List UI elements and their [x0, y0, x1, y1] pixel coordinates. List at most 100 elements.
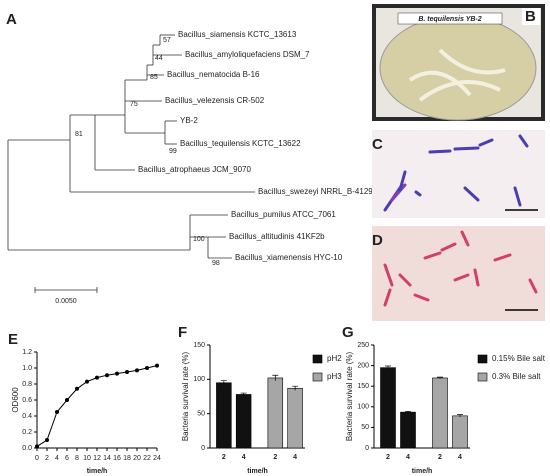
legend-label: 0.15% Bile salt — [492, 354, 546, 363]
micrograph — [372, 130, 545, 218]
leaf-label: YB-2 — [180, 116, 198, 125]
bootstrap: 75 — [130, 101, 138, 108]
point — [75, 386, 79, 391]
y-tick-label: 100 — [357, 404, 369, 411]
leaf-label: Bacillus_xiamenensis HYC-10 — [235, 253, 343, 262]
y-tick-label: 1.2 — [22, 349, 32, 356]
error-bar — [220, 380, 227, 385]
y-tick-label: 250 — [357, 342, 369, 349]
x-tick-label: 10 — [83, 455, 91, 462]
bootstrap: 44 — [155, 55, 163, 62]
y-tick-label: 0 — [201, 445, 205, 452]
panel-letter: A — [6, 11, 17, 28]
y-axis-label: Bacteria survival rate (%) — [345, 351, 354, 441]
x-tick-label: 2 — [438, 454, 442, 461]
panel-letter: C — [372, 136, 383, 153]
y-tick-label: 200 — [357, 362, 369, 369]
error-bar — [437, 376, 443, 379]
leaf-label: Bacillus_altitudinis 41KF2b — [229, 232, 325, 241]
leaf-label: Bacillus_nematocida B-16 — [167, 70, 260, 79]
legend-swatch — [312, 354, 323, 364]
panel-letter: F — [178, 324, 187, 341]
error-bar — [385, 365, 391, 370]
panel-letter: E — [8, 331, 18, 348]
plate — [379, 15, 537, 121]
point — [135, 368, 139, 373]
bar — [235, 394, 252, 449]
bootstrap: 99 — [169, 148, 177, 155]
leaf-label: Bacillus_velezensis CR-502 — [165, 96, 265, 105]
x-tick-label: 16 — [113, 455, 121, 462]
bar — [287, 387, 303, 449]
error-bar — [292, 385, 299, 391]
x-axis-label: time/h — [87, 468, 108, 475]
y-tick-label: 150 — [357, 383, 369, 390]
error-bar — [405, 410, 411, 413]
x-tick-label: 12 — [93, 455, 101, 462]
bar — [432, 377, 448, 449]
leaf-label: Bacillus_tequilensis KCTC_13622 — [180, 139, 301, 148]
letter-bg — [522, 8, 540, 25]
x-tick-label: 4 — [458, 454, 462, 461]
x-tick-label: 4 — [242, 454, 246, 461]
x-tick-label: 2 — [45, 455, 49, 462]
panel-letter: D — [372, 232, 383, 249]
point — [105, 373, 109, 378]
point — [35, 444, 39, 449]
bootstrap: 85 — [150, 74, 158, 81]
point — [145, 366, 149, 370]
x-tick-label: 4 — [406, 454, 410, 461]
y-axis-label: OD600 — [11, 387, 20, 413]
y-tick-label: 0 — [365, 445, 369, 452]
error-bar — [272, 374, 279, 381]
x-tick-label: 14 — [103, 455, 111, 462]
x-tick-label: 2 — [386, 454, 390, 461]
colonies — [408, 48, 506, 102]
point — [125, 370, 129, 374]
x-tick-label: 4 — [55, 455, 59, 462]
x-tick-label: 2 — [273, 454, 277, 461]
y-tick-label: 100 — [193, 376, 205, 383]
x-tick-label: 18 — [123, 455, 131, 462]
point — [65, 398, 69, 402]
point — [45, 438, 49, 442]
rods — [383, 230, 538, 307]
legend-label: pH2 — [327, 354, 342, 363]
error-bar — [240, 392, 247, 396]
x-tick-label: 24 — [153, 455, 161, 462]
leaf-label: Bacillus_pumilus ATCC_7061 — [231, 210, 336, 219]
point — [115, 371, 119, 376]
x-tick-label: 8 — [75, 455, 79, 462]
x-axis-label: time/h — [412, 468, 433, 475]
x-tick-label: 0 — [35, 455, 39, 462]
leaf-label: Bacillus_atrophaeus JCM_9070 — [138, 165, 252, 174]
y-tick-label: 0.8 — [22, 381, 32, 388]
leaf-label: Bacillus_swezeyi NRRL_B-41294 — [258, 187, 378, 196]
bootstrap: 57 — [163, 37, 171, 44]
bootstrap: 81 — [75, 131, 83, 138]
point — [155, 363, 159, 368]
x-axis-label: time/h — [247, 468, 268, 475]
point — [85, 379, 89, 384]
x-tick-label: 20 — [133, 455, 141, 462]
y-tick-label: 50 — [197, 411, 205, 418]
y-tick-label: 0.4 — [22, 413, 32, 420]
legend-swatch — [312, 372, 323, 382]
y-tick-label: 150 — [193, 342, 205, 349]
phylogenetic-tree — [7, 34, 255, 293]
x-tick-label: 2 — [222, 454, 226, 461]
bootstrap: 98 — [212, 260, 220, 267]
rods — [383, 134, 529, 212]
x-tick-label: 22 — [143, 455, 151, 462]
bootstrap: 100 — [193, 236, 205, 243]
legend-swatch — [477, 354, 488, 364]
legend-label: 0.3% Bile salt — [492, 372, 541, 381]
bar — [216, 382, 232, 449]
point — [95, 375, 99, 380]
micrograph — [372, 226, 545, 321]
bar — [267, 377, 284, 449]
leaf-label: Bacillus_siamensis KCTC_13613 — [178, 30, 297, 39]
x-tick-label: 6 — [65, 455, 69, 462]
leaf-label: Bacillus_amyloliquefaciens DSM_7 — [185, 50, 310, 59]
